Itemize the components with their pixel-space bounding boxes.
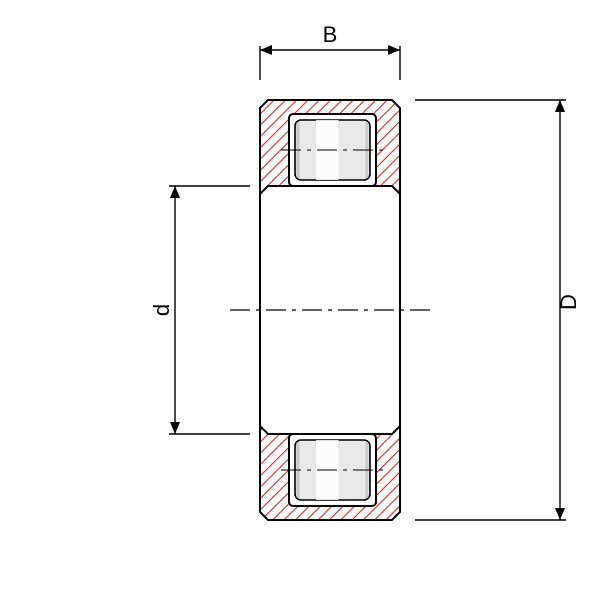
roller <box>281 440 384 500</box>
dim-label-D: D <box>556 294 581 310</box>
dim-label-B: B <box>323 22 338 47</box>
roller <box>281 120 384 180</box>
dim-label-d: d <box>149 304 174 316</box>
